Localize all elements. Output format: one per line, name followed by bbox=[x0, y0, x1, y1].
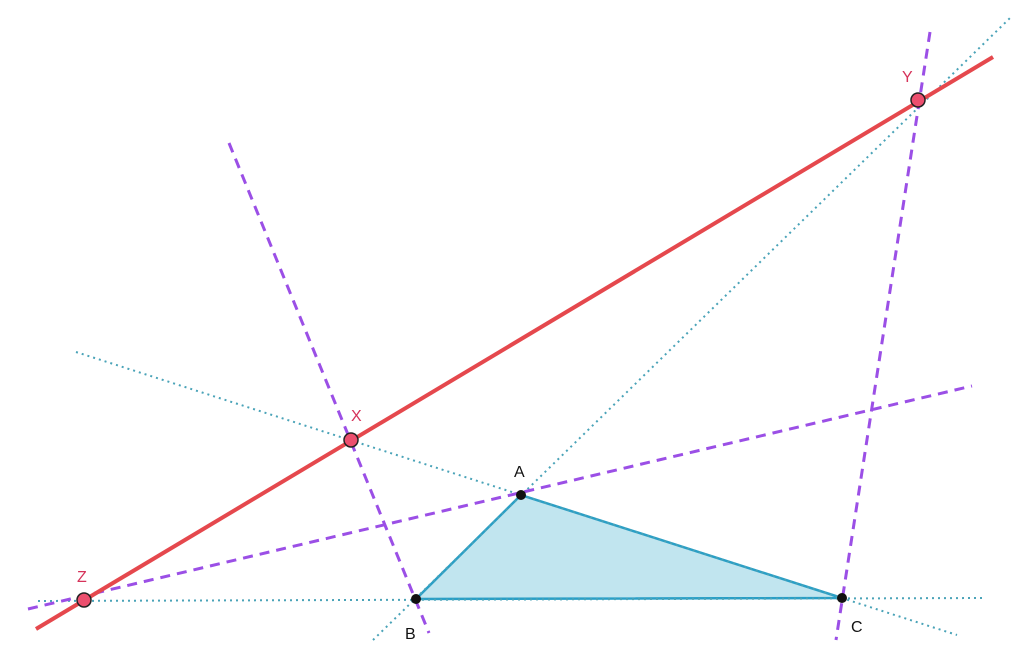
line-bc bbox=[37, 597, 984, 602]
point-label: C bbox=[851, 619, 863, 636]
bisector-c bbox=[834, 31, 932, 641]
point-label: X bbox=[351, 408, 362, 425]
point-label: Y bbox=[902, 69, 913, 86]
point-c bbox=[837, 593, 847, 603]
bisector-b bbox=[227, 142, 431, 634]
point-b bbox=[411, 594, 421, 604]
point-y bbox=[910, 92, 926, 108]
point-label: Z bbox=[77, 569, 87, 586]
line-ab bbox=[372, 17, 1011, 641]
point-x bbox=[343, 432, 359, 448]
bisector-a bbox=[27, 384, 973, 611]
line-xyz bbox=[34, 55, 995, 631]
point-a bbox=[516, 490, 526, 500]
point-label: B bbox=[405, 626, 416, 643]
triangle-abc bbox=[412, 493, 843, 601]
point-label: A bbox=[514, 464, 525, 481]
point-z bbox=[76, 592, 92, 608]
